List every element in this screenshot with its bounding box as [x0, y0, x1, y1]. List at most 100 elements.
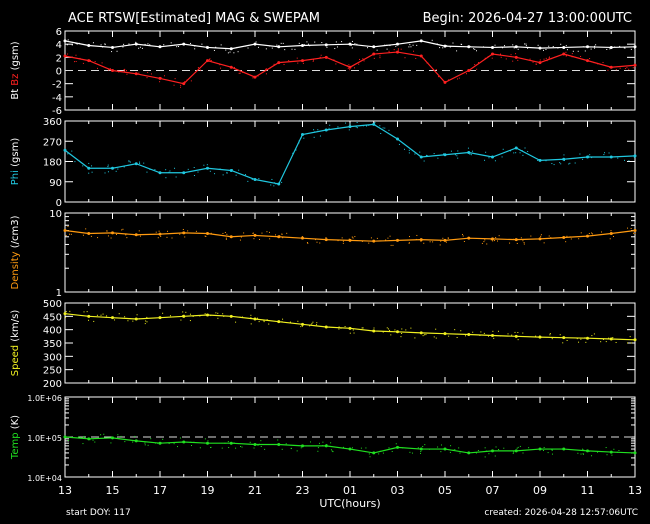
scatter-dot	[257, 75, 259, 77]
scatter-dot	[128, 161, 130, 163]
start-doy: start DOY: 117	[66, 508, 131, 518]
data-point-temp	[443, 447, 447, 451]
data-point-bt	[277, 45, 281, 49]
scatter-dot	[615, 69, 617, 71]
scatter-dot	[420, 240, 422, 242]
scatter-dot	[494, 160, 496, 162]
data-point-speed	[491, 334, 494, 338]
scatter-dot	[241, 446, 243, 448]
scatter-dot	[582, 453, 584, 455]
scatter-dot	[185, 311, 187, 313]
scatter-dot	[606, 454, 608, 456]
scatter-dot	[100, 314, 102, 316]
data-point-temp	[134, 439, 138, 443]
scatter-dot	[264, 68, 266, 70]
scatter-dot	[250, 317, 252, 319]
x-tick-label: 17	[153, 484, 167, 497]
scatter-dot	[122, 228, 124, 230]
scatter-dot	[565, 241, 567, 243]
scatter-dot	[576, 338, 578, 340]
scatter-dot	[402, 447, 404, 449]
scatter-dot	[205, 235, 207, 237]
scatter-dot	[423, 58, 425, 60]
scatter-dot	[268, 231, 270, 233]
scatter-dot	[309, 45, 311, 47]
scatter-dot	[269, 238, 271, 240]
data-point-phi	[111, 166, 114, 170]
scatter-dot	[409, 44, 411, 46]
scatter-dot	[295, 149, 297, 151]
y-label-part: Bz	[10, 74, 21, 89]
scatter-dot	[602, 338, 604, 340]
scatter-dot	[589, 154, 591, 156]
scatter-dot	[265, 73, 267, 75]
scatter-dot	[297, 320, 299, 322]
scatter-dot	[624, 68, 626, 70]
scatter-dot	[509, 242, 511, 244]
scatter-dot	[123, 166, 125, 168]
scatter-dot	[71, 44, 73, 46]
scatter-dot	[314, 41, 316, 43]
scatter-dot	[409, 236, 411, 238]
scatter-dot	[591, 335, 593, 337]
data-point-temp	[419, 447, 423, 451]
y-tick-label: 200	[43, 379, 62, 390]
scatter-dot	[459, 452, 461, 454]
scatter-dot	[226, 172, 228, 174]
data-point-bz	[324, 55, 328, 59]
scatter-dot	[82, 165, 84, 167]
scatter-dot	[516, 242, 518, 244]
scatter-dot	[179, 233, 181, 235]
scatter-dot	[389, 45, 391, 47]
scatter-dot	[600, 341, 602, 343]
scatter-dot	[235, 174, 237, 176]
scatter-dot	[78, 436, 80, 438]
scatter-dot	[214, 173, 216, 175]
series-line-phi	[64, 123, 636, 185]
scatter-dot	[317, 450, 319, 452]
scatter-dot	[367, 47, 369, 49]
scatter-dot	[522, 154, 524, 156]
scatter-dot	[413, 50, 415, 52]
scatter-dot	[190, 42, 192, 44]
scatter-dot	[613, 235, 615, 237]
scatter-dot	[105, 316, 107, 318]
scatter-dot	[132, 320, 134, 322]
scatter-dot	[349, 332, 351, 334]
scatter-dot	[379, 57, 381, 59]
scatter-dot	[566, 235, 568, 237]
data-point-bz	[586, 59, 589, 63]
scatter-dot	[187, 168, 189, 170]
scatter-dot	[388, 51, 390, 53]
scatter-dot	[613, 448, 615, 450]
scatter-dot	[160, 235, 162, 237]
scatter-dot	[257, 444, 259, 446]
scatter-dot	[165, 169, 167, 171]
scatter-dot	[294, 48, 296, 50]
scatter-dot	[67, 153, 69, 155]
scatter-dot	[386, 327, 388, 329]
data-point-bt	[491, 45, 494, 49]
data-point-temp	[633, 451, 637, 455]
data-point-phi	[419, 155, 423, 159]
scatter-dot	[253, 238, 255, 240]
scatter-dot	[463, 240, 465, 242]
data-point-temp	[396, 445, 399, 449]
scatter-dot	[121, 229, 123, 231]
y-tick-label: 180	[43, 158, 62, 169]
scatter-dot	[491, 57, 493, 59]
scatter-dot	[410, 46, 412, 48]
scatter-dot	[630, 228, 632, 230]
data-point-bz	[609, 65, 613, 69]
scatter-dot	[279, 235, 281, 237]
scatter-dot	[435, 69, 437, 71]
scatter-dot	[415, 238, 417, 240]
data-point-phi	[253, 178, 257, 181]
scatter-dot	[616, 451, 618, 453]
scatter-dot	[195, 230, 197, 232]
scatter-dot	[545, 48, 547, 50]
scatter-dot	[206, 164, 208, 166]
scatter-dot	[321, 42, 323, 44]
y-tick-label: 400	[43, 326, 62, 337]
scatter-dot	[281, 62, 283, 64]
